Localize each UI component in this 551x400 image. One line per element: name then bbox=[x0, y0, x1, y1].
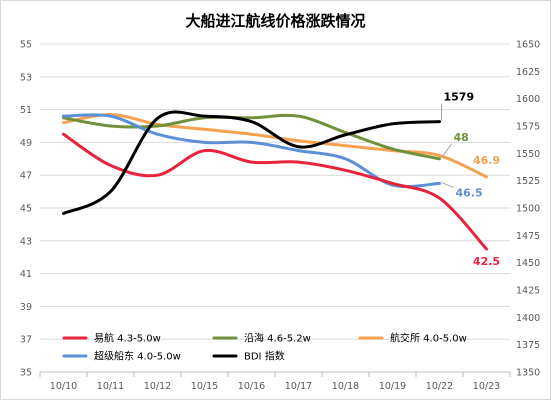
left-tick-label: 43 bbox=[20, 236, 32, 247]
left-tick-label: 45 bbox=[20, 204, 32, 215]
x-tick-label: 10/12 bbox=[144, 381, 171, 392]
right-tick-label: 1425 bbox=[516, 286, 540, 297]
x-tick-label: 10/19 bbox=[379, 381, 406, 392]
x-tick-label: 10/17 bbox=[285, 381, 312, 392]
end-labels: 46.9 48 46.5 42.5 1579 bbox=[441, 91, 500, 268]
chart-title: 大船进江航线价格涨跌情况 bbox=[185, 12, 365, 30]
series-end-label: 46.5 bbox=[456, 186, 483, 199]
x-axis: 10/10 10/11 10/12 10/15 10/16 10/17 10/18 10/19… bbox=[39, 371, 511, 392]
right-tick-label: 1375 bbox=[516, 340, 540, 351]
series-line bbox=[62, 113, 441, 161]
legend-label: 易航 4.3-5.0w bbox=[94, 332, 161, 345]
x-tick-label: 10/18 bbox=[332, 381, 359, 392]
left-tick-label: 51 bbox=[20, 105, 32, 116]
legend-label: 超级船东 4.0-5.0w bbox=[94, 350, 181, 363]
left-tick-label: 47 bbox=[20, 171, 32, 182]
series-end-label: 48 bbox=[454, 131, 469, 144]
left-tick-label: 53 bbox=[20, 72, 32, 83]
right-tick-label: 1575 bbox=[516, 122, 540, 133]
legend-label: BDI 指数 bbox=[244, 350, 285, 363]
left-tick-label: 55 bbox=[20, 40, 32, 51]
right-tick-label: 1525 bbox=[516, 176, 540, 187]
right-tick-label: 1450 bbox=[516, 258, 540, 269]
series-lines bbox=[62, 110, 488, 251]
left-tick-label: 35 bbox=[20, 368, 32, 379]
x-tick-label: 10/10 bbox=[50, 381, 77, 392]
x-tick-label: 10/15 bbox=[191, 381, 218, 392]
x-tick-label: 10/11 bbox=[97, 381, 124, 392]
right-tick-label: 1550 bbox=[516, 149, 540, 160]
right-tick-label: 1475 bbox=[516, 231, 540, 242]
legend-label: 沿海 4.6-5.2w bbox=[244, 332, 311, 345]
legend: 易航 4.3-5.0w 沿海 4.6-5.2w 航交所 4.0-5.0w 超级船东 4… bbox=[62, 332, 467, 363]
right-tick-label: 1350 bbox=[516, 368, 540, 379]
left-tick-label: 41 bbox=[20, 269, 32, 280]
left-tick-label: 49 bbox=[20, 138, 32, 149]
series-line bbox=[62, 110, 441, 215]
right-tick-label: 1400 bbox=[516, 313, 540, 324]
left-tick-label: 39 bbox=[20, 302, 32, 313]
series-line bbox=[62, 113, 488, 179]
right-y-axis: 1350 1375 1400 1425 1450 1475 1500 1525 1550 1575… bbox=[516, 40, 540, 379]
right-tick-label: 1500 bbox=[516, 204, 540, 215]
series-end-label: 42.5 bbox=[473, 255, 500, 268]
right-tick-label: 1600 bbox=[516, 94, 540, 105]
legend-label: 航交所 4.0-5.0w bbox=[390, 332, 467, 345]
right-tick-label: 1650 bbox=[516, 40, 540, 51]
right-tick-label: 1625 bbox=[516, 67, 540, 78]
label-leader-line bbox=[441, 181, 454, 188]
x-tick-label: 10/22 bbox=[426, 381, 453, 392]
x-tick-label: 10/16 bbox=[238, 381, 265, 392]
series-line bbox=[62, 132, 488, 251]
x-tick-label: 10/23 bbox=[473, 381, 500, 392]
label-leader-line bbox=[441, 143, 452, 159]
left-y-axis: 35 37 39 41 43 45 47 49 51 53 55 bbox=[20, 40, 32, 379]
left-tick-label: 37 bbox=[20, 335, 32, 346]
series-end-label: 1579 bbox=[444, 91, 475, 104]
series-end-label: 46.9 bbox=[473, 154, 500, 167]
